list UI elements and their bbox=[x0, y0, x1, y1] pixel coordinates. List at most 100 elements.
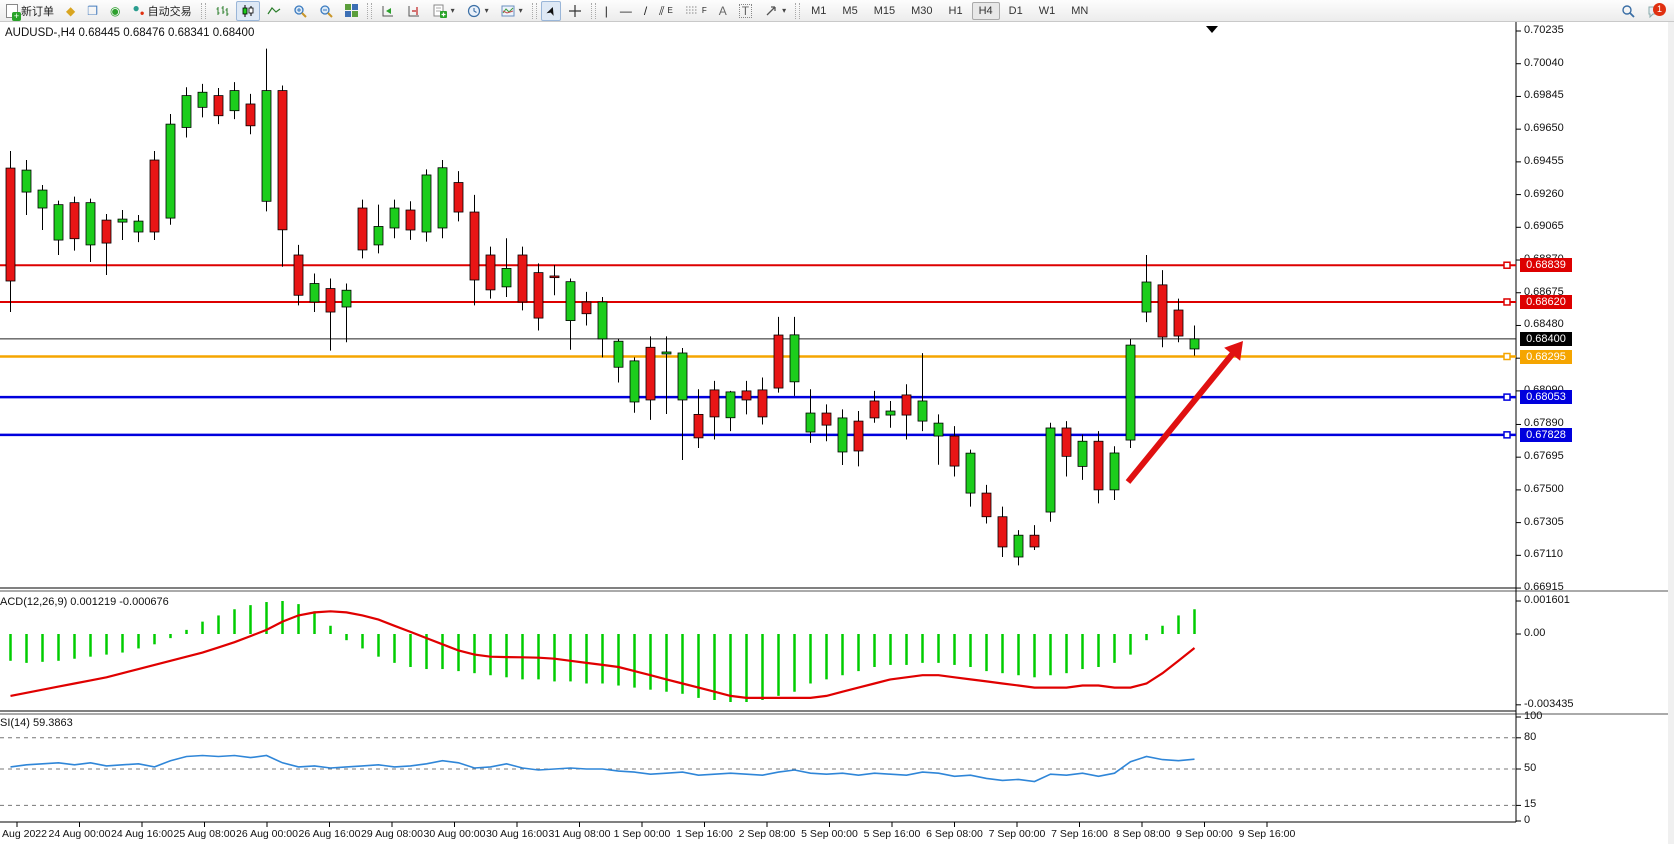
candlestick-chart-button[interactable] bbox=[235, 0, 260, 21]
candle-body bbox=[149, 159, 160, 233]
price-tag: 0.68839 bbox=[1520, 258, 1572, 273]
auto-scroll-icon bbox=[382, 5, 393, 16]
candle-body bbox=[693, 413, 704, 439]
time-tick: 6 Sep 08:00 bbox=[926, 828, 983, 840]
auto-trading-button[interactable]: ●● 自动交易 bbox=[127, 1, 196, 21]
zoom-out-icon bbox=[319, 4, 333, 18]
candlestick-chart-icon bbox=[242, 4, 253, 17]
candle-body bbox=[421, 174, 432, 233]
auto-scroll-button[interactable] bbox=[376, 1, 400, 21]
bar-chart-button[interactable] bbox=[210, 1, 234, 21]
candle-body bbox=[1045, 427, 1056, 513]
periods-button[interactable]: ▾ bbox=[462, 1, 494, 21]
candle-body bbox=[1141, 281, 1152, 313]
timeframe-button-H4[interactable]: H4 bbox=[971, 1, 1000, 20]
macd-tick: 0.00 bbox=[1524, 627, 1546, 639]
text-tool-button[interactable]: A bbox=[714, 1, 732, 21]
candle-body bbox=[117, 218, 128, 223]
price-tick: 0.68675 bbox=[1524, 285, 1564, 298]
crosshair-tool-button[interactable] bbox=[563, 1, 587, 21]
price-tag: 0.68400 bbox=[1520, 331, 1572, 346]
time-tick: 1 Sep 00:00 bbox=[613, 828, 671, 840]
accounts-button[interactable]: ❐ bbox=[82, 1, 103, 21]
signals-button[interactable]: ◉ bbox=[105, 1, 125, 21]
time-tick: 25 Aug 08:00 bbox=[173, 828, 236, 840]
templates-button[interactable]: ▾ bbox=[496, 1, 528, 21]
auto-trading-label: 自动交易 bbox=[147, 5, 192, 18]
arrows-tool-button[interactable]: ▾ bbox=[759, 1, 791, 21]
price-tick: 0.69260 bbox=[1524, 187, 1564, 200]
price-tick: 0.67305 bbox=[1524, 515, 1564, 528]
candle-body bbox=[277, 90, 288, 231]
cursor-tool-button[interactable]: ➤ bbox=[540, 0, 561, 21]
search-button[interactable] bbox=[1616, 1, 1640, 21]
chart-shift-button[interactable] bbox=[402, 1, 426, 21]
candle-body bbox=[437, 167, 448, 229]
time-tick: 29 Aug 08:00 bbox=[361, 828, 423, 840]
zoom-in-button[interactable] bbox=[288, 1, 312, 21]
time-tick: 5 Sep 16:00 bbox=[863, 828, 921, 840]
line-chart-icon bbox=[267, 6, 280, 14]
toolbar-separator bbox=[366, 2, 372, 19]
gold-icon: ◆ bbox=[66, 3, 76, 18]
candle-body bbox=[245, 103, 256, 127]
timeframe-button-D1[interactable]: D1 bbox=[1008, 4, 1023, 17]
notifications-button[interactable]: 1 bbox=[1642, 1, 1666, 21]
main-toolbar: + 新订单 ◆ ❐ ◉ ●● 自动交易 ▾ ▾ bbox=[0, 0, 1674, 22]
candle-body bbox=[101, 219, 112, 244]
text-label-tool-button[interactable]: T bbox=[734, 1, 757, 21]
price-tick: 0.69455 bbox=[1524, 154, 1564, 167]
horizontal-line-tool-button[interactable]: — bbox=[615, 1, 637, 21]
candle-body bbox=[1173, 309, 1184, 337]
chart-symbol-ohlc-label: AUDUSD-,H4 0.68445 0.68476 0.68341 0.684… bbox=[5, 27, 255, 39]
timeframe-button-M1[interactable]: M1 bbox=[811, 4, 827, 17]
tile-windows-button[interactable] bbox=[340, 1, 363, 21]
text-label-icon: T bbox=[738, 3, 753, 18]
candle-body bbox=[1077, 440, 1088, 467]
toolbar-separator bbox=[590, 2, 596, 19]
annotation-arrow-head bbox=[1224, 341, 1243, 361]
macd-indicator-label: ACD(12,26,9) 0.001219 -0.000676 bbox=[0, 596, 169, 608]
candle-body bbox=[293, 254, 304, 296]
candle-body bbox=[709, 389, 720, 418]
timeframe-button-M5[interactable]: M5 bbox=[842, 4, 858, 17]
clock-icon bbox=[467, 4, 480, 17]
candle-body bbox=[757, 389, 768, 418]
dropdown-caret-icon: ▾ bbox=[518, 6, 523, 15]
candle-body bbox=[389, 207, 400, 229]
new-chart-button[interactable]: ▾ bbox=[428, 1, 460, 21]
candle-body bbox=[485, 254, 496, 291]
candle-body bbox=[469, 211, 480, 281]
candle-body bbox=[1157, 284, 1168, 338]
time-tick: 9 Sep 00:00 bbox=[1176, 828, 1233, 840]
candle-body bbox=[805, 412, 816, 433]
rsi-tick: 80 bbox=[1524, 730, 1537, 743]
price-tick: 0.69650 bbox=[1524, 122, 1564, 135]
candle-body bbox=[997, 516, 1008, 548]
timeframe-button-W1[interactable]: W1 bbox=[1038, 4, 1056, 17]
vertical-line-tool-button[interactable]: | bbox=[600, 1, 613, 21]
candle-body bbox=[85, 202, 96, 246]
timeframe-button-M15[interactable]: M15 bbox=[873, 4, 896, 17]
dropdown-caret-icon: ▾ bbox=[484, 6, 489, 15]
time-tick: 30 Aug 00:00 bbox=[423, 828, 486, 840]
timeframe-button-MN[interactable]: MN bbox=[1071, 4, 1089, 17]
candle-body bbox=[1189, 338, 1200, 350]
candle-body bbox=[917, 400, 928, 422]
time-tick: 26 Aug 16:00 bbox=[298, 828, 361, 840]
candle-body bbox=[165, 123, 176, 219]
deposit-button[interactable]: ◆ bbox=[61, 1, 80, 21]
new-order-button[interactable]: + 新订单 bbox=[1, 1, 59, 21]
candle-body bbox=[789, 334, 800, 383]
trendline-tool-button[interactable]: / bbox=[639, 1, 652, 21]
signal-icon: ◉ bbox=[110, 3, 121, 18]
timeframe-button-M30[interactable]: M30 bbox=[911, 4, 933, 17]
channel-tool-button[interactable]: ⫽ E bbox=[659, 3, 673, 18]
fibonacci-tool-button[interactable]: F bbox=[680, 1, 712, 21]
dropdown-caret-icon: ▾ bbox=[782, 6, 787, 15]
timeframe-button-H1[interactable]: H1 bbox=[948, 4, 963, 17]
zoom-out-button[interactable] bbox=[314, 1, 338, 21]
line-chart-button[interactable] bbox=[262, 1, 286, 21]
candle-body bbox=[37, 189, 48, 209]
